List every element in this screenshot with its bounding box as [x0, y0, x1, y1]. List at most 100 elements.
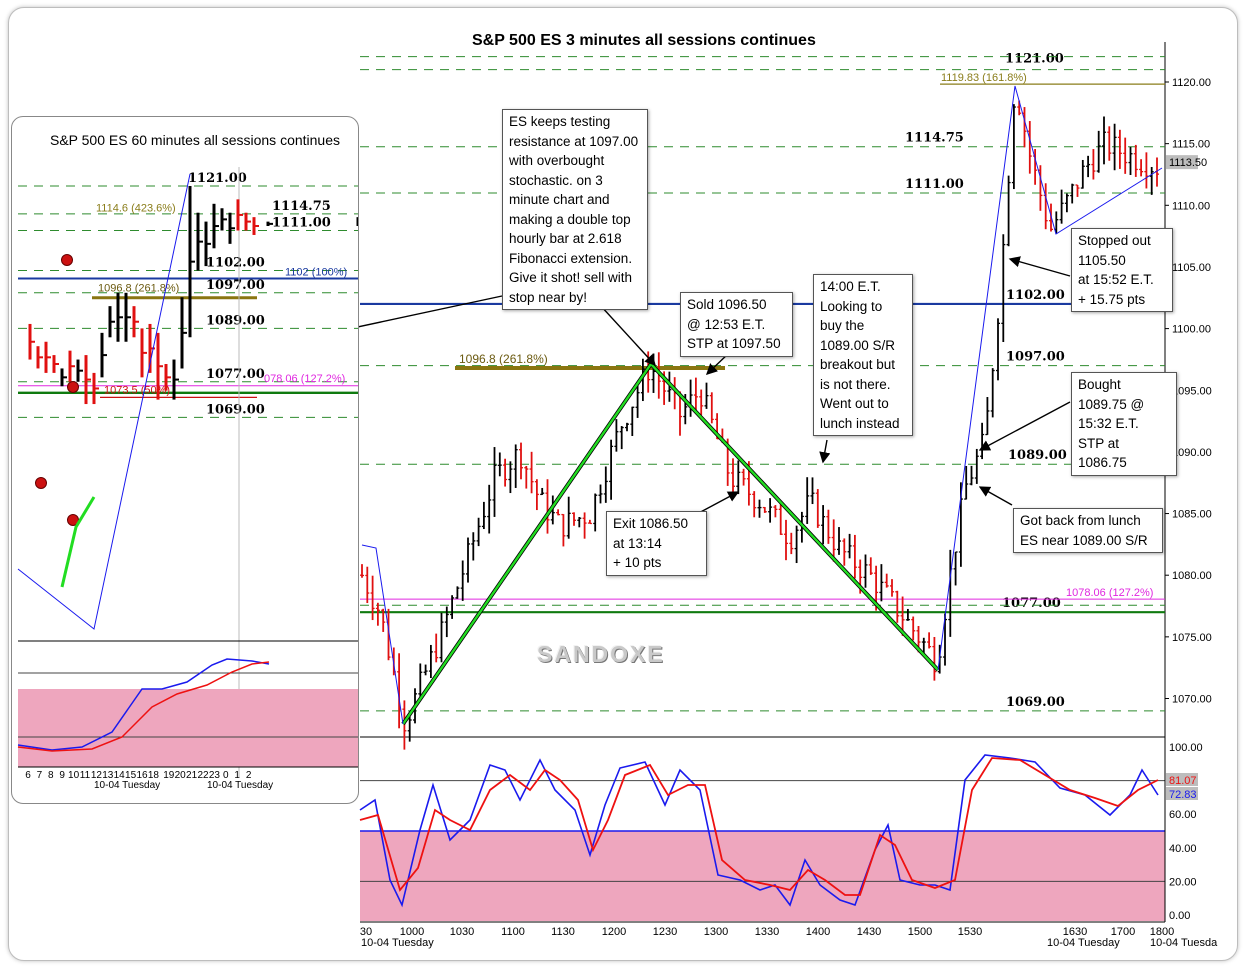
annotation-back-from-lunch: Got back from lunch ES near 1089.00 S/R [1013, 508, 1163, 553]
stochastic-d-line [359, 757, 1159, 896]
stoch-tick-label: 60.00 [1169, 809, 1197, 821]
price-tick-label: 1120.00 [1172, 77, 1211, 89]
annotation-stopped: Stopped out 1105.50 at 15:52 E.T. + 15.7… [1071, 228, 1173, 312]
stoch-red-box [1166, 773, 1198, 786]
level-label: 1114.75 [905, 131, 964, 146]
inset-level-label: 1077.00 [206, 367, 265, 382]
price-tick-label: 1095.00 [1172, 385, 1212, 397]
inset-60min-chart: S&P 500 ES 60 minutes all sessions conti… [11, 116, 359, 804]
stoch-tick-label: 40.00 [1169, 843, 1197, 855]
inset-stoch-zone [18, 689, 358, 767]
inset-time-tick: 20 [175, 770, 187, 781]
inset-time-tick: 19 [163, 770, 175, 781]
arrow-main-note [599, 304, 656, 367]
time-tick-label: 30 [360, 926, 372, 938]
inset-date-label: 10-04 Tuesday [207, 780, 273, 791]
inset-level-label: 1102.00 [206, 256, 265, 271]
inset-level-label: 1121.00 [188, 171, 247, 186]
inset-fib-label: 1114.6 (423.6%) [96, 202, 176, 214]
stoch-tick-label: 100.00 [1169, 742, 1203, 754]
inset-time-tick: 13 [102, 770, 114, 781]
time-tick-label: 1030 [450, 926, 474, 938]
stoch-zone [360, 831, 1165, 921]
time-tick-label: 1300 [704, 926, 728, 938]
blue-trend-left [361, 544, 404, 725]
time-tick-label: 1230 [653, 926, 677, 938]
inset-level-label: 1097.00 [206, 278, 265, 293]
price-bars [360, 100, 1159, 750]
inset-time-tick: 12 [91, 770, 103, 781]
arrow-lunch [819, 439, 831, 464]
inset-stoch-d-line [17, 661, 270, 752]
inset-time-tick: 7 [37, 770, 43, 781]
inset-stoch-k-line [17, 658, 270, 751]
fib-label-127: 1078.06 (127.2%) [1066, 587, 1153, 599]
time-tick-label: 1700 [1111, 926, 1135, 938]
fib-label-161: 1119.83 (161.8%) [941, 72, 1027, 84]
inset-signal-dot [61, 254, 73, 266]
annotation-bought: Bought 1089.75 @ 15:32 E.T. STP at 1086.… [1071, 372, 1177, 476]
inset-time-tick: 14 [114, 770, 126, 781]
stoch-blue-box [1166, 787, 1198, 800]
time-tick-label: 1200 [602, 926, 626, 938]
level-label: 1069.00 [1006, 695, 1065, 710]
inset-level-label: 1114.75 [272, 199, 331, 214]
price-tick-label: 1115.00 [1172, 139, 1210, 151]
time-tick-label: 1500 [908, 926, 932, 938]
inset-chart-svg: S&P 500 ES 60 minutes all sessions conti… [17, 132, 358, 791]
inset-title: S&P 500 ES 60 minutes all sessions conti… [50, 132, 340, 148]
inset-time-tick: 6 [25, 770, 31, 781]
stoch-tick-label: 0.00 [1169, 910, 1190, 922]
inset-signal-dot [35, 477, 47, 489]
price-tick-label: 1085.00 [1172, 509, 1212, 521]
price-tick-label: 1110.00 [1172, 200, 1210, 212]
inset-time-tick: 15 [125, 770, 137, 781]
time-tick-label: 1330 [755, 926, 779, 938]
time-tick-label: 1530 [958, 926, 982, 938]
inset-time-tick: 0 [223, 770, 229, 781]
current-price-box [1166, 155, 1198, 170]
main-chart-title: S&P 500 ES 3 minutes all sessions contin… [472, 32, 816, 49]
annotation-lunch: 14:00 E.T. Looking to buy the 1089.00 S/… [813, 274, 913, 436]
inset-fib-label: 078.06 (127.2%) [264, 373, 345, 385]
inset-time-tick: 9 [59, 770, 65, 781]
time-tick-label: 1630 [1063, 926, 1087, 938]
time-tick-label: 1430 [857, 926, 881, 938]
level-label: 1121.00 [1005, 52, 1064, 67]
time-date-label: 10-04 Tuesday [361, 937, 434, 949]
price-tick-label: 1070.00 [1172, 694, 1212, 706]
fib-label-261: 1096.8 (261.8%) [459, 352, 548, 366]
stoch-blue-readout: 72.83 [1169, 789, 1197, 801]
price-tick-label: 1105.00 [1172, 262, 1211, 274]
inset-fib-label: 1102 (100%) [285, 267, 347, 279]
arrow-back [978, 486, 1013, 506]
blue-trend-right [937, 85, 1163, 671]
price-tick-label: 1080.00 [1172, 570, 1212, 582]
stochastic-k-line [359, 754, 1159, 908]
inset-level-label: 1089.00 [206, 313, 265, 328]
inset-fib-label: 1096.8 (261.8%) [98, 283, 179, 295]
inset-date-label: 10-04 Tuesday [94, 780, 160, 791]
current-price-label: 1113.50 [1169, 157, 1207, 169]
inset-time-tick: 16 [136, 770, 148, 781]
inset-time-tick: 23 [209, 770, 221, 781]
time-tick-label: 1130 [551, 926, 575, 938]
watermark: SANDOXE [537, 641, 665, 667]
inset-time-tick: 10 [68, 770, 80, 781]
inset-blue-trend [17, 173, 191, 630]
stoch-red-readout: 81.07 [1169, 775, 1197, 787]
arrow-stopped [1008, 256, 1071, 277]
time-tick-label: 1100 [501, 926, 525, 938]
inset-time-tick: 11 [80, 770, 91, 781]
time-date-label: 10-04 Tuesda [1150, 937, 1218, 949]
level-label: 1077.00 [1002, 596, 1061, 611]
time-date-label: 10-04 Tuesday [1047, 937, 1120, 949]
inset-time-tick: 2 [246, 770, 252, 781]
inset-time-tick: 1 [234, 770, 240, 781]
inset-signal-dot [67, 381, 79, 393]
annotation-main-note: ES keeps testing resistance at 1097.00 w… [502, 109, 648, 310]
price-tick-label: 1090.00 [1172, 447, 1212, 459]
inset-time-tick: 18 [148, 770, 160, 781]
price-tick-label: 1100.00 [1172, 324, 1211, 336]
